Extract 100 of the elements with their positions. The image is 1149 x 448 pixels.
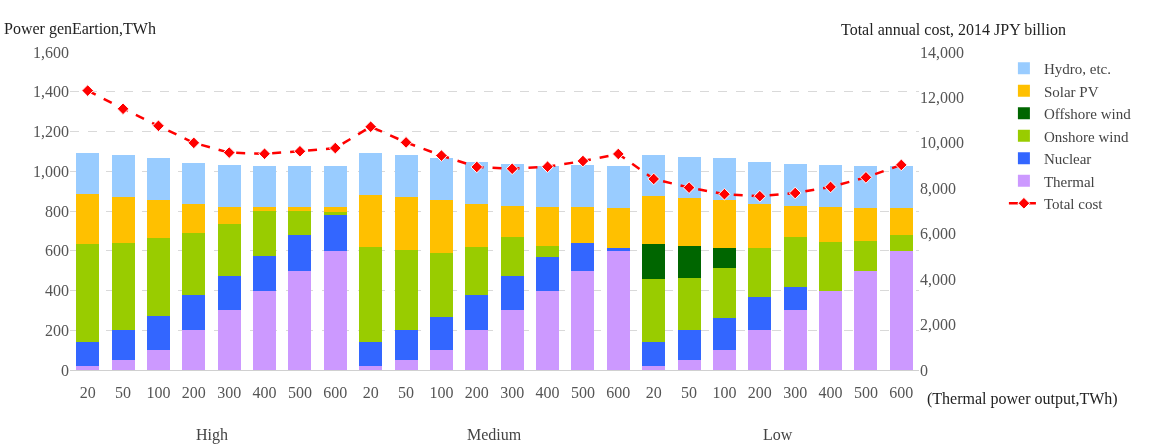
point	[399, 136, 413, 149]
point	[435, 149, 448, 162]
y-tick-label: 0	[61, 361, 69, 379]
bar	[677, 245, 701, 278]
y2-tick-label: 10,000	[920, 134, 964, 152]
bar	[76, 153, 100, 195]
bar	[253, 207, 277, 211]
bar	[359, 366, 383, 370]
point	[718, 187, 731, 201]
bar	[571, 207, 595, 243]
bar	[677, 360, 701, 370]
bar	[889, 250, 913, 370]
bar	[253, 166, 277, 208]
bar	[182, 330, 206, 370]
bar	[854, 208, 878, 241]
bar	[712, 318, 736, 351]
x-tick-label: 20	[79, 384, 96, 402]
legend-label: Onshore wind	[1043, 128, 1129, 145]
bar	[429, 200, 453, 253]
bar	[359, 153, 383, 196]
bar	[111, 360, 135, 370]
point	[541, 160, 554, 174]
x-tick-label: 300	[217, 384, 242, 402]
bar	[642, 342, 666, 367]
bar	[536, 166, 560, 208]
bar	[182, 204, 206, 233]
bar	[394, 360, 418, 370]
bar	[182, 163, 206, 205]
bar	[677, 330, 701, 361]
point	[470, 160, 484, 174]
bar	[429, 252, 453, 318]
bar	[500, 310, 524, 370]
x-tick-label: 400	[818, 384, 843, 402]
bar	[500, 275, 524, 311]
x-tick-label: 50	[115, 384, 132, 402]
bar	[111, 330, 135, 361]
bar	[536, 256, 560, 291]
bar	[76, 342, 100, 367]
y-tick-label: 200	[45, 321, 69, 339]
point	[505, 162, 519, 176]
x-tick-label: 200	[464, 384, 489, 402]
x-tick-label: 400	[535, 384, 560, 402]
bar	[359, 342, 383, 367]
point	[187, 136, 201, 150]
x-tick-label: 50	[398, 384, 415, 402]
point	[364, 120, 378, 134]
legend-label: Total cost	[1043, 196, 1104, 213]
legend-label: Thermal	[1043, 173, 1095, 190]
text: Medium	[467, 426, 522, 443]
x-tick-label: 100	[712, 384, 737, 402]
bar	[288, 234, 312, 271]
y-axis-title: Power genEartion,TWh	[4, 20, 156, 38]
bar	[819, 241, 843, 291]
y-tick-label: 1,600	[33, 43, 69, 61]
point	[222, 146, 236, 159]
y2-tick-label: 6,000	[920, 225, 956, 243]
y-tick-label: 1,000	[33, 162, 69, 180]
bar	[182, 232, 206, 296]
bar	[642, 196, 666, 244]
x-tick-label: 500	[287, 384, 312, 402]
bar	[76, 243, 100, 343]
bar	[606, 208, 630, 248]
bar	[394, 197, 418, 250]
bar	[783, 236, 807, 287]
bar	[889, 234, 913, 251]
bar	[677, 277, 701, 331]
bar	[359, 195, 383, 247]
bar	[359, 246, 383, 343]
point	[152, 119, 165, 133]
bar	[500, 236, 524, 276]
y-tick-label: 800	[45, 202, 69, 220]
bar	[146, 158, 170, 201]
bar	[429, 158, 453, 201]
bar	[288, 270, 312, 370]
point	[859, 171, 873, 184]
bar	[111, 155, 135, 198]
bar	[606, 250, 630, 370]
legend-label: Solar PV	[1043, 83, 1099, 100]
bar	[465, 204, 489, 247]
x-axis-title: (Thermal power output,TWh)	[927, 390, 1118, 408]
bar	[571, 165, 595, 208]
bar	[394, 155, 418, 198]
x-tick-label: 20	[362, 384, 379, 402]
legend-label: Offshore wind	[1043, 106, 1132, 123]
x-tick-label: 400	[252, 384, 277, 402]
bar	[819, 290, 843, 370]
point	[682, 181, 696, 194]
legend-label: Hydro, etc.	[1043, 61, 1111, 78]
bar	[323, 207, 347, 212]
point	[788, 186, 802, 200]
y-tick-label: 1,400	[33, 83, 69, 101]
bar	[146, 350, 170, 370]
y2-tick-label: 12,000	[920, 89, 964, 107]
bar	[712, 200, 736, 248]
bar	[217, 223, 241, 276]
bar	[783, 206, 807, 237]
x-tick-label: 600	[323, 384, 348, 402]
x-tick-label: 200	[181, 384, 206, 402]
bar	[712, 350, 736, 370]
x-tick-label: 20	[645, 384, 662, 402]
